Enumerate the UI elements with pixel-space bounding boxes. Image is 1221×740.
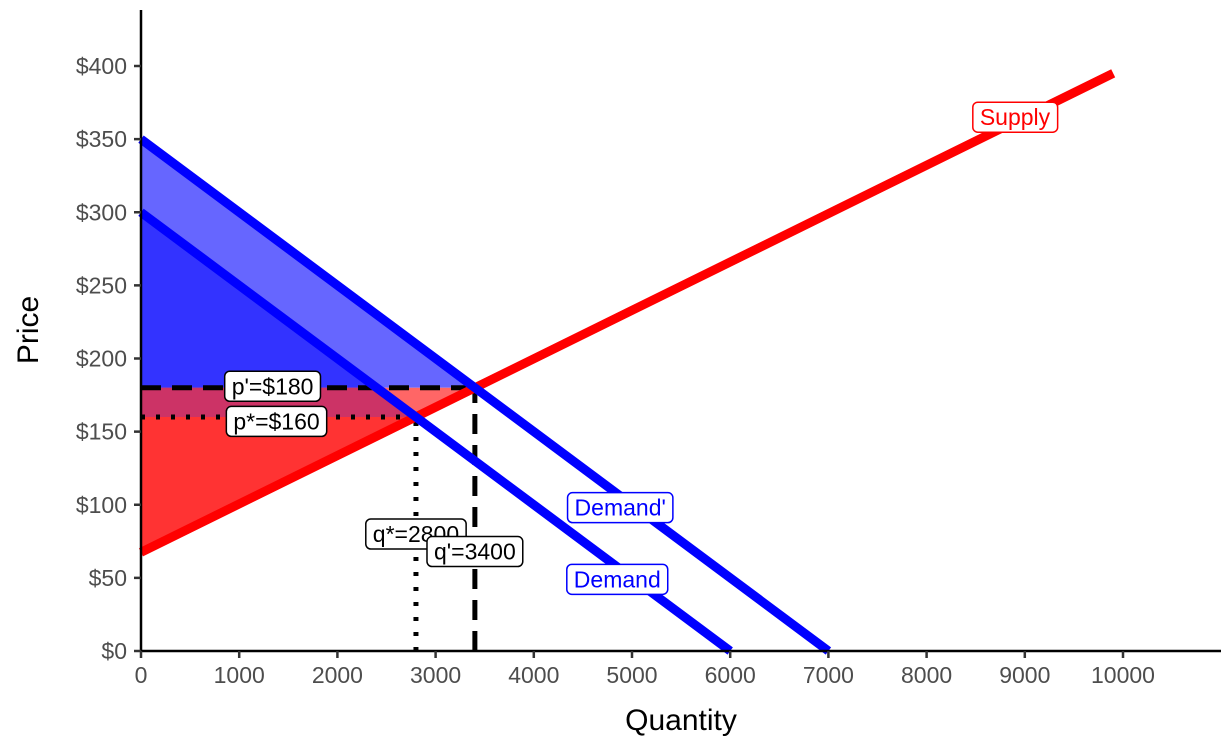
y-tick-label: $100 — [76, 492, 127, 518]
y-tick-label: $200 — [76, 346, 127, 372]
annotation-supply: Supply — [972, 101, 1059, 133]
annotation-p-160: p*=$160 — [225, 405, 328, 438]
x-tick-label: 6000 — [705, 662, 756, 688]
annotation-demand: Demand' — [566, 491, 674, 524]
annotation-text: p'=$180 — [232, 373, 314, 399]
y-tick-label: $250 — [76, 272, 127, 298]
series-line-demand — [138, 135, 832, 655]
annotation-text: Demand — [574, 566, 661, 592]
annotation-p-180: p'=$180 — [223, 370, 322, 403]
annotation-q-3400: q'=3400 — [426, 535, 524, 568]
annotation-box — [223, 370, 322, 403]
y-axis-title: Price — [12, 296, 45, 364]
y-tick-label: $350 — [76, 126, 127, 152]
x-ticks: 0 1000 2000 3000 4000 5000 6000 7000 8000 9000 100… — [135, 651, 1155, 688]
series-line-supply — [139, 69, 1116, 557]
annotation-box — [426, 535, 524, 568]
x-tick-label: 10000 — [1091, 662, 1155, 688]
x-tick-label: 3000 — [410, 662, 461, 688]
y-tick-label: $300 — [76, 199, 127, 225]
annotation-box — [566, 563, 669, 596]
axes — [139, 10, 1221, 653]
y-tick-label: $0 — [101, 638, 127, 664]
annotation-demand: Demand — [566, 563, 669, 596]
annotation-text: Demand' — [575, 495, 666, 521]
x-tick-label: 9000 — [999, 662, 1050, 688]
x-tick-label: 7000 — [803, 662, 854, 688]
annotations: SupplyDemand'Demandp*=$160p'=$180q*=2800… — [223, 101, 1059, 596]
x-tick-label: 5000 — [606, 662, 657, 688]
x-tick-label: 0 — [135, 662, 148, 688]
x-axis-title: Quantity — [625, 704, 737, 737]
y-tick-label: $400 — [76, 53, 127, 79]
annotation-text: q'=3400 — [434, 539, 516, 565]
annotation-text: p*=$160 — [233, 408, 319, 434]
annotation-box — [225, 405, 328, 438]
y-ticks: $0 $50 $100 $150 $200 $250 $300 $350 $400 — [76, 53, 141, 664]
y-tick-label: $50 — [89, 565, 127, 591]
annotation-text: Supply — [980, 104, 1051, 130]
annotation-box — [972, 101, 1059, 133]
shaded-area-4 — [141, 387, 416, 417]
x-tick-label: 2000 — [312, 662, 363, 688]
x-tick-label: 8000 — [901, 662, 952, 688]
y-tick-label: $150 — [76, 419, 127, 445]
x-tick-label: 1000 — [214, 662, 265, 688]
annotation-box — [566, 491, 674, 524]
x-tick-label: 4000 — [508, 662, 559, 688]
